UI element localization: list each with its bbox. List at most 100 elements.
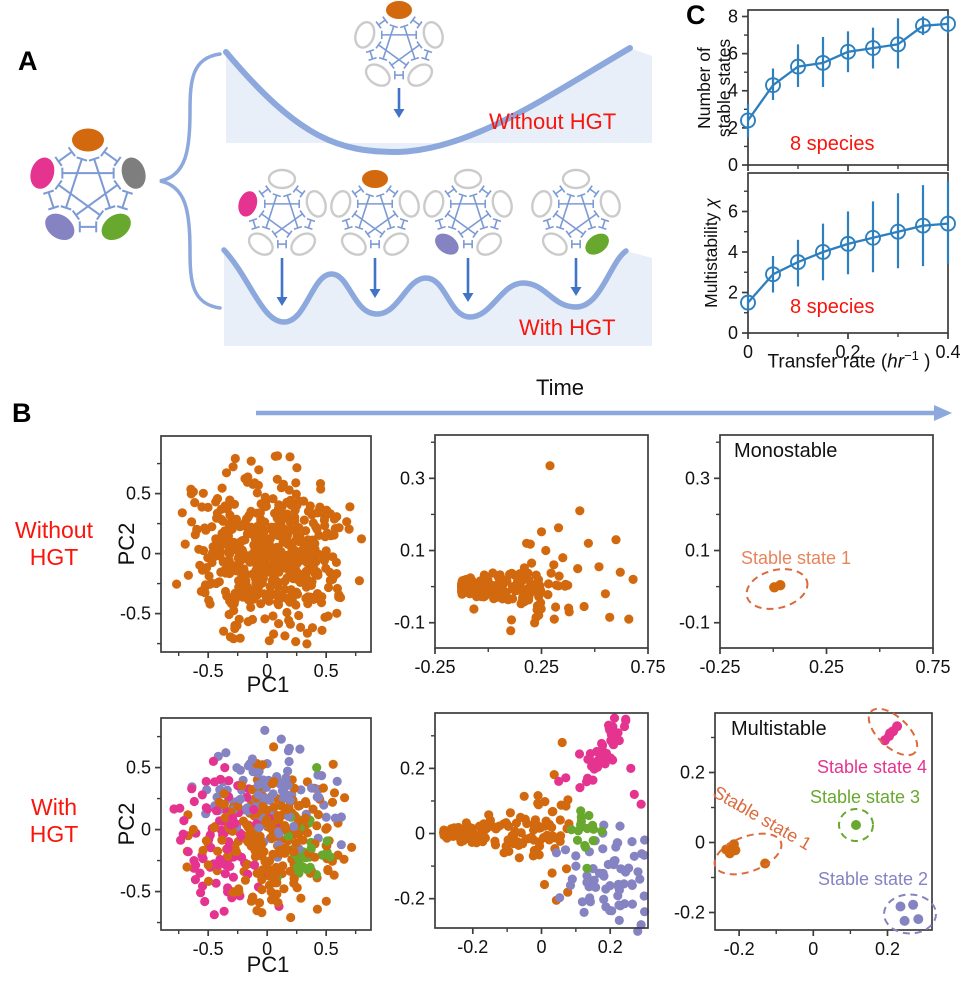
data-markers (740, 15, 956, 129)
svg-text:4: 4 (728, 242, 738, 262)
species-node (398, 190, 420, 218)
stable-state-4-label: Stable state 4 (816, 757, 928, 777)
data-markers (740, 215, 956, 311)
species-node (599, 190, 621, 218)
hr-exponent: −1 (904, 348, 919, 363)
stable-state-ellipse (867, 707, 919, 757)
species-network (330, 170, 420, 256)
panel-b-plots: -0.5 0 0.50.50-0.5-0.25 0.25 0.750.30.1-0.1-… (120, 405, 952, 959)
error-bars (746, 181, 950, 309)
error-bars (746, 14, 950, 138)
row-label-without-line1: Without (15, 517, 93, 543)
species-node (72, 128, 104, 152)
axes-b3: -0.25 0.25 0.75 0.3 0.1 -0.1 (679, 434, 951, 677)
stable-state-points (851, 820, 861, 830)
species-node (435, 233, 459, 255)
stable-state-3-label: Stable state 3 (809, 787, 921, 807)
stable-state-1-label-mono: Stable state 1 (740, 548, 852, 568)
svg-text:0.5: 0.5 (126, 484, 151, 504)
svg-text:-0.2: -0.2 (674, 903, 705, 923)
panel-a-letter: A (18, 46, 38, 76)
c-x-axis-label: Transfer rate (hr−1 ) (744, 348, 954, 373)
split-brace (159, 52, 222, 310)
plot-b2: -0.25 0.25 0.75 0.3 0.1 -0.1 (394, 434, 666, 677)
species-node (354, 21, 376, 49)
c-top-y-axis-label: Number of stable states (694, 3, 736, 173)
svg-text:0.4: 0.4 (935, 342, 960, 362)
plot-b1: -0.5 0 0.5 0.5 0 -0.5 (120, 435, 372, 681)
hr-variable: hr (887, 351, 905, 373)
svg-text:0: 0 (728, 323, 738, 343)
plot-b5: -0.2 0 0.2 0.2 0 -0.2 (394, 712, 650, 957)
axes-b6: -0.2 0 0.2 0.2 0 -0.2 (674, 712, 933, 959)
row-label-with-line2: HGT (29, 821, 79, 847)
species-node (340, 232, 367, 256)
species-node (585, 233, 609, 255)
stable-state-points (879, 721, 903, 746)
transfer-rate-suffix: ) (918, 351, 931, 373)
svg-text:0.3: 0.3 (685, 468, 710, 488)
species-node (45, 213, 75, 241)
species-node (247, 232, 274, 256)
pc1-axis-label-top: PC1 (246, 672, 290, 697)
stable-state-ellipse (838, 808, 874, 842)
stable-state-ellipse (745, 568, 809, 610)
species-node (267, 168, 297, 190)
species-node (541, 232, 568, 256)
axes-c_bottom: 0 0.2 0.4 0 2 4 6 (728, 172, 961, 362)
without-hgt-landscape-label: Without HGT (489, 109, 617, 134)
svg-text:-0.25: -0.25 (414, 657, 455, 677)
svg-text:-0.2: -0.2 (457, 937, 488, 957)
plot-c_top: 0 2 4 6 8 (728, 6, 956, 175)
pc2-axis-label-bottom: PC2 (114, 802, 139, 846)
monostable-title: Monostable (734, 440, 838, 462)
species-node (30, 157, 55, 189)
species-annotation-top: 8 species (790, 133, 875, 155)
pc1-axis-label-bottom: PC1 (246, 952, 290, 977)
species-node (491, 190, 513, 218)
svg-text:0.2: 0.2 (835, 342, 860, 362)
species-annotation-bottom: 8 species (790, 296, 875, 318)
svg-text:0: 0 (728, 155, 738, 175)
svg-text:0.25: 0.25 (524, 657, 559, 677)
svg-text:6: 6 (728, 201, 738, 221)
panel-c-plots: 0 2 4 6 8 0 0.2 0.4 0 2 4 6 (728, 6, 961, 362)
species-node (386, 1, 412, 19)
stable-state-points (721, 839, 771, 869)
panel-b-letter: B (12, 398, 32, 428)
species-node (561, 168, 591, 190)
species-network (531, 168, 621, 256)
svg-text:0: 0 (808, 939, 818, 959)
svg-text:0.25: 0.25 (809, 657, 844, 677)
species-node (330, 190, 352, 218)
svg-text:-0.5: -0.5 (120, 604, 151, 624)
axes-b4: -0.5 0 0.5 0.5 0 -0.5 (120, 717, 372, 959)
svg-text:0.2: 0.2 (680, 763, 705, 783)
svg-text:0: 0 (141, 544, 151, 564)
species-node (476, 232, 503, 256)
c-top-y-axis-line1: Number of (694, 47, 714, 129)
landscape-without-hgt (223, 45, 652, 156)
svg-text:4: 4 (728, 81, 738, 101)
species-network (238, 168, 327, 256)
species-node (305, 190, 327, 218)
svg-text:0: 0 (695, 833, 705, 853)
falls-into-basin-arrow (276, 258, 288, 306)
c-top-y-axis-line2: stable states (714, 38, 734, 138)
plot-b4: -0.5 0 0.5 0.5 0 -0.5 (120, 717, 372, 959)
svg-text:6: 6 (728, 44, 738, 64)
row-label-with-line1: With (31, 794, 77, 820)
falls-into-basin-arrow (369, 258, 381, 298)
multistable-title: Multistable (731, 718, 827, 740)
species-node (290, 232, 317, 256)
species-node (121, 157, 146, 189)
species-node (453, 168, 483, 190)
svg-text:0.5: 0.5 (126, 758, 151, 778)
svg-text:-0.1: -0.1 (394, 613, 425, 633)
scatter-points-b4 (169, 725, 357, 923)
svg-text:-0.5: -0.5 (193, 939, 224, 959)
svg-text:0.2: 0.2 (875, 939, 900, 959)
falls-into-basin-arrow (570, 258, 582, 296)
svg-text:0.75: 0.75 (915, 657, 950, 677)
